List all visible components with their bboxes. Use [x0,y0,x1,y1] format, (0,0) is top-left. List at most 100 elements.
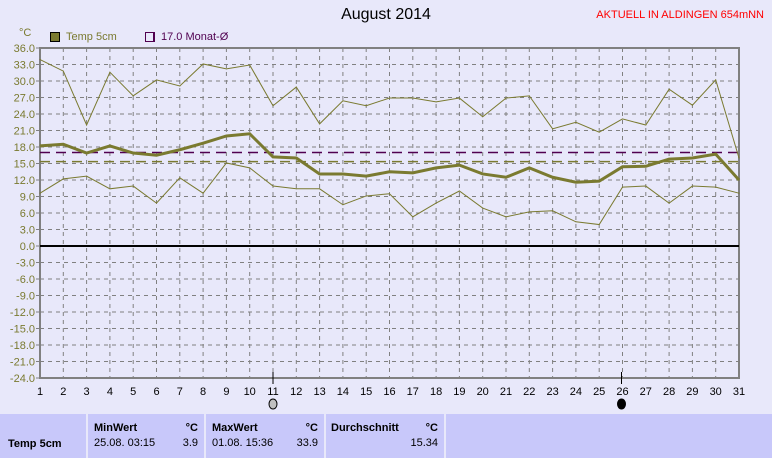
y-tick-label: 9.0 [20,192,35,204]
x-tick-label: 3 [84,386,90,398]
x-tick-label: 23 [546,386,558,398]
y-tick-label: 24.0 [14,109,35,121]
full-moon-icon [268,398,278,410]
data-point [715,79,717,81]
data-point [109,145,111,147]
data-point [598,224,600,226]
x-tick-label: 25 [593,386,605,398]
chart-title: August 2014 [341,6,431,23]
x-tick-label: 19 [453,386,465,398]
data-point [39,145,41,147]
data-point [389,97,390,99]
y-tick-label: -15.0 [10,324,35,336]
y-tick-label: 12.0 [14,175,35,187]
legend-swatch-icon [50,32,60,42]
min-value: 3.9 [182,437,198,449]
min-time: 25.08. 03:15 [94,437,156,449]
data-point [598,180,600,182]
data-point [482,116,484,118]
data-point [62,178,64,180]
data-point [715,153,717,155]
data-point [225,162,227,164]
data-point [132,95,134,97]
data-point [575,181,577,183]
x-tick-label: 7 [177,386,183,398]
y-tick-label: 21.0 [14,126,35,138]
x-tick-label: 28 [663,386,675,398]
data-point [435,101,437,103]
data-point [668,88,670,90]
legend-monthly-average: 17.0 Monat-Ø [145,31,228,43]
y-tick-label: 6.0 [20,208,35,220]
data-point [622,166,623,168]
data-point [365,175,367,177]
x-tick-label: 1 [37,386,43,398]
y-tick-label: 36.0 [14,43,35,55]
legend-temp-5cm: Temp 5cm [50,31,117,43]
min-cell: MinWert °C 25.08. 03:15 3.9 [88,414,206,458]
x-tick-label: 21 [500,386,512,398]
data-point [622,118,623,120]
data-point [225,135,227,137]
data-point [179,149,181,151]
data-point [272,105,274,107]
y-tick-label: -18.0 [10,340,35,352]
data-point [668,158,670,160]
legend-swatch-icon [145,32,155,42]
x-tick-label: 31 [733,386,745,398]
data-point [552,210,554,212]
data-point [342,173,344,175]
x-tick-label: 8 [200,386,206,398]
y-axis-unit: °C [19,27,32,39]
x-tick-label: 20 [477,386,489,398]
data-point [738,157,740,159]
data-point [482,207,484,209]
x-tick-label: 4 [107,386,113,398]
data-point [319,188,321,190]
new-moon-icon [617,398,626,410]
data-point [575,121,577,123]
x-tick-label: 29 [686,386,698,398]
y-tick-label: 15.0 [14,159,35,171]
data-point [156,154,157,156]
x-tick-label: 17 [407,386,419,398]
data-point [691,185,693,187]
max-unit: °C [305,422,318,434]
data-point [412,172,414,174]
data-point [528,211,530,213]
data-point [505,176,507,178]
x-tick-label: 13 [313,386,325,398]
y-tick-label: 27.0 [14,93,35,105]
data-point [272,156,274,158]
data-point [552,176,554,178]
data-point [295,157,297,159]
data-point [62,143,64,145]
data-point [319,173,321,175]
data-point [109,71,111,73]
data-point [528,95,530,97]
data-point [482,173,484,175]
max-value: 33.9 [296,437,318,449]
data-point [691,104,693,106]
data-point [342,204,344,206]
data-point [202,192,204,194]
data-point [156,202,157,204]
data-point [202,142,204,144]
x-tick-label: 18 [430,386,442,398]
y-tick-label: -3.0 [16,258,35,270]
x-tick-label: 16 [383,386,395,398]
data-point [62,70,64,72]
data-point [435,202,437,204]
row-label-cell: Temp 5cm [0,414,88,458]
avg-header: Durchschnitt [331,422,399,434]
max-cell: MaxWert °C 01.08. 15:36 33.9 [206,414,326,458]
y-tick-label: -9.0 [16,291,35,303]
data-point [39,192,41,194]
data-point [365,105,367,107]
y-tick-label: 18.0 [14,142,35,154]
x-tick-label: 11 [267,386,278,398]
x-tick-label: 27 [640,386,652,398]
data-point [435,167,437,169]
y-tick-label: 33.0 [14,60,35,72]
data-point [179,85,181,87]
